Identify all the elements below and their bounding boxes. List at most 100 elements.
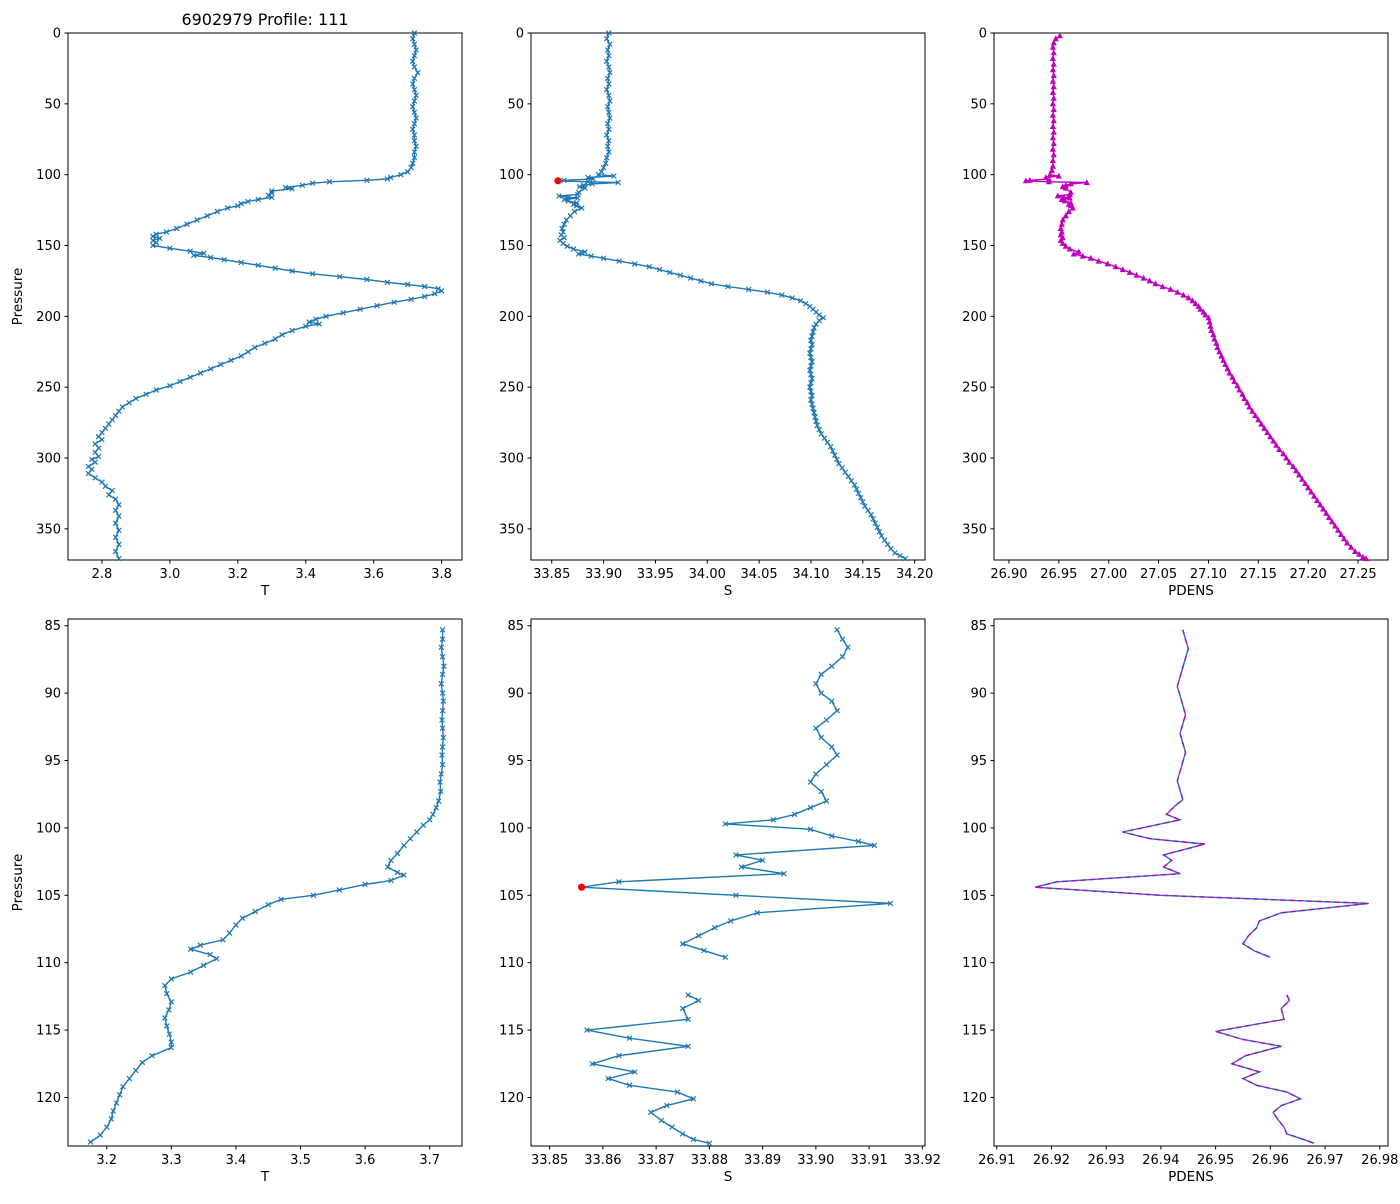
triangle-marker-icon — [1075, 248, 1082, 255]
x-marker-icon — [560, 240, 566, 247]
y-tick-label: 350 — [36, 522, 61, 537]
triangle-marker-icon — [1049, 111, 1056, 118]
x-tick-label: 26.93 — [1088, 1153, 1125, 1168]
x-marker-icon — [813, 321, 819, 327]
y-tick-label: 50 — [970, 97, 987, 112]
x-marker-icon — [818, 690, 825, 696]
x-marker-icon — [738, 864, 745, 870]
triangle-marker-icon — [1050, 128, 1057, 135]
x-marker-icon — [439, 725, 446, 732]
y-tick-label: 90 — [970, 687, 987, 702]
y-tick-label: 115 — [962, 1024, 987, 1039]
triangle-marker-icon — [1293, 467, 1300, 474]
x-marker-icon — [168, 1039, 175, 1046]
x-marker-icon — [440, 698, 447, 705]
x-marker-icon — [600, 255, 607, 262]
x-marker-icon — [150, 242, 156, 249]
x-marker-icon — [604, 75, 611, 82]
triangle-marker-icon — [1185, 294, 1192, 301]
x-marker-icon — [690, 1095, 697, 1102]
x-marker-icon — [439, 744, 446, 750]
x-marker-icon — [824, 439, 831, 446]
triangle-marker-icon — [1057, 225, 1064, 231]
x-marker-icon — [733, 892, 739, 899]
x-marker-icon — [437, 788, 444, 795]
x-marker-icon — [278, 896, 284, 903]
x-marker-icon — [110, 1108, 117, 1114]
x-marker-icon — [439, 752, 445, 758]
x-marker-icon — [605, 126, 612, 133]
x-marker-icon — [727, 918, 734, 924]
x-marker-icon — [808, 363, 814, 369]
triangle-marker-icon — [1267, 433, 1274, 440]
x-marker-icon — [438, 644, 445, 651]
x-marker-icon — [116, 513, 122, 519]
x-marker-icon — [409, 103, 416, 110]
x-marker-icon — [868, 511, 874, 518]
x-marker-icon — [604, 120, 611, 127]
x-marker-icon — [839, 465, 845, 471]
triangle-marker-icon — [1299, 475, 1306, 482]
x-marker-icon — [103, 1124, 110, 1130]
x-marker-icon — [809, 358, 815, 365]
triangle-marker-icon — [1220, 356, 1227, 363]
x-marker-icon — [116, 408, 122, 415]
x-marker-icon — [656, 266, 663, 273]
x-marker-icon — [685, 1016, 691, 1023]
profile-line — [1025, 35, 1367, 560]
x-tick-label: 27.15 — [1240, 567, 1277, 582]
x-marker-icon — [413, 143, 419, 150]
x-marker-icon — [112, 520, 119, 527]
x-marker-icon — [388, 857, 394, 864]
x-marker-icon — [272, 265, 279, 272]
triangle-marker-icon — [1054, 192, 1061, 199]
figure-title: 6902979 Profile: 111 — [181, 10, 349, 29]
triangle-marker-icon — [1210, 331, 1217, 338]
triangle-marker-icon — [1087, 254, 1094, 261]
x-tick-label: 2.8 — [92, 567, 113, 582]
triangle-marker-icon — [1241, 395, 1248, 401]
triangle-marker-icon — [1229, 373, 1236, 380]
x-marker-icon — [669, 1124, 675, 1130]
series-S — [555, 30, 909, 562]
x-marker-icon — [313, 316, 319, 323]
x-marker-icon — [214, 208, 221, 215]
x-tick-label: 26.95 — [1040, 567, 1077, 582]
x-marker-icon — [150, 237, 156, 244]
x-marker-icon — [813, 680, 819, 687]
triangle-marker-icon — [1356, 550, 1363, 557]
x-marker-icon — [615, 179, 621, 186]
x-marker-icon — [409, 126, 416, 133]
x-marker-icon — [810, 329, 816, 335]
x-marker-icon — [113, 1100, 120, 1106]
triangle-marker-icon — [1218, 352, 1225, 359]
y-tick-label: 105 — [962, 889, 987, 904]
x-marker-icon — [770, 816, 777, 823]
x-marker-icon — [187, 374, 194, 381]
triangle-marker-icon — [1049, 55, 1056, 61]
x-marker-icon — [820, 314, 827, 321]
triangle-marker-icon — [1079, 252, 1086, 259]
x-marker-icon — [807, 350, 813, 357]
x-tick-label: 34.05 — [740, 567, 777, 582]
y-tick-label: 350 — [962, 522, 987, 537]
triangle-marker-icon — [1338, 531, 1345, 537]
triangle-marker-icon — [1305, 484, 1312, 491]
x-marker-icon — [878, 533, 885, 539]
y-tick-label: 150 — [962, 239, 987, 254]
x-marker-icon — [112, 548, 119, 555]
x-marker-icon — [408, 296, 414, 303]
x-marker-icon — [809, 333, 815, 340]
x-marker-icon — [631, 261, 638, 267]
x-marker-icon — [606, 115, 613, 121]
triangle-marker-icon — [1352, 548, 1359, 554]
x-marker-icon — [109, 416, 116, 423]
triangle-marker-icon — [1055, 172, 1062, 179]
triangle-marker-icon — [1026, 176, 1033, 183]
x-marker-icon — [439, 671, 446, 678]
x-marker-icon — [226, 930, 233, 936]
x-marker-icon — [112, 412, 119, 419]
x-marker-icon — [881, 537, 888, 544]
triangle-marker-icon — [1050, 151, 1057, 158]
x-marker-icon — [631, 1069, 638, 1075]
